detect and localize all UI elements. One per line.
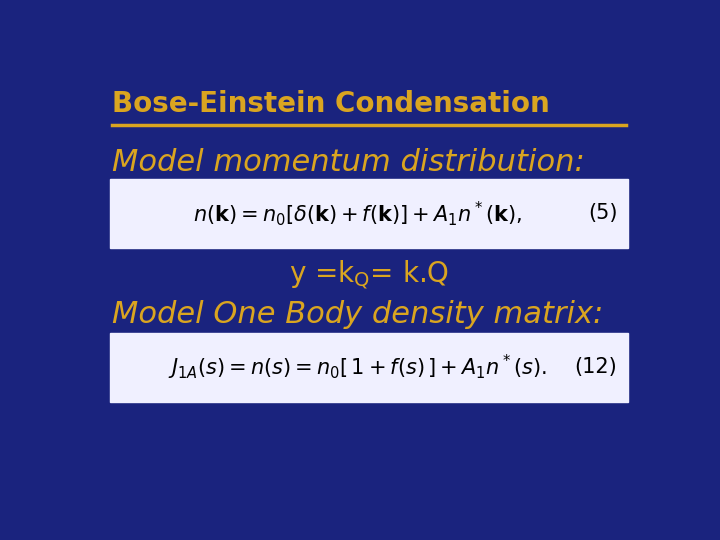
FancyBboxPatch shape (109, 333, 629, 402)
FancyBboxPatch shape (109, 179, 629, 248)
Text: Bose-Einstein Condensation: Bose-Einstein Condensation (112, 90, 550, 118)
Text: Model momentum distribution:: Model momentum distribution: (112, 148, 585, 177)
Text: (5): (5) (588, 203, 617, 223)
Text: (12): (12) (575, 357, 617, 377)
Text: y =k$_\mathrm{Q}$= k.Q: y =k$_\mathrm{Q}$= k.Q (289, 258, 449, 291)
Text: $J_{1A}(s) = n(s) = n_0[\,1 + f(s)\,] + A_1 n^*(s).$: $J_{1A}(s) = n(s) = n_0[\,1 + f(s)\,] + … (168, 353, 547, 382)
Text: Model One Body density matrix:: Model One Body density matrix: (112, 300, 603, 329)
Text: $n(\mathbf{k}) = n_0[\delta(\mathbf{k}) + f(\mathbf{k})] + A_1 n^*(\mathbf{k}),$: $n(\mathbf{k}) = n_0[\delta(\mathbf{k}) … (194, 199, 522, 228)
